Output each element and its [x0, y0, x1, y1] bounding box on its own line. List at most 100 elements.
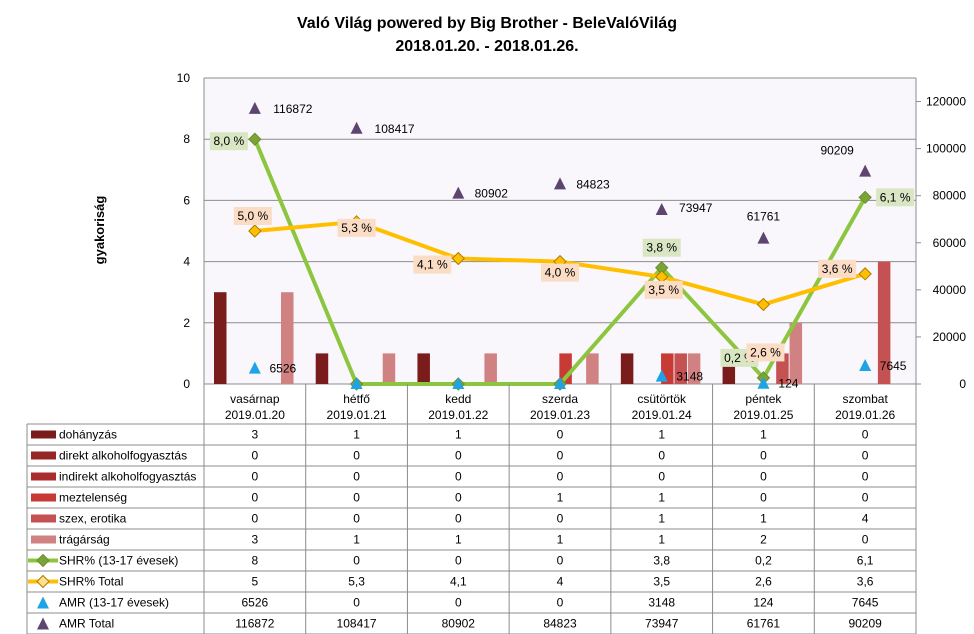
- table-cell: 0: [658, 449, 665, 463]
- legend-key-bar: [31, 472, 56, 481]
- table-cell: 0: [353, 449, 360, 463]
- category-date: 2019.01.26: [835, 408, 895, 422]
- category-date: 2019.01.23: [530, 408, 590, 422]
- table-cell: 4: [557, 575, 564, 589]
- table-cell: 0: [557, 512, 564, 526]
- legend-label: dohányzás: [59, 428, 117, 442]
- legend-label: meztelenség: [59, 491, 127, 505]
- plot-area: [204, 78, 916, 384]
- category-label: kedd: [445, 392, 471, 406]
- table-cell: 0: [760, 449, 767, 463]
- legend-key-bar: [31, 451, 56, 460]
- data-label: 3,6 %: [822, 262, 853, 276]
- bar: [674, 353, 687, 384]
- data-label: 116872: [273, 102, 312, 116]
- y-tick-label: 2: [183, 316, 190, 330]
- category-label: vasárnap: [230, 392, 280, 406]
- table-cell: 0: [455, 596, 462, 610]
- data-label: 5,0 %: [238, 209, 269, 223]
- diamond-marker: [36, 574, 50, 589]
- y-tick-label: 0: [183, 377, 190, 391]
- y-tick-label: 4: [183, 255, 190, 269]
- table-cell: 5,3: [348, 575, 365, 589]
- y2-tick-label: 0: [959, 377, 966, 391]
- bar: [417, 353, 430, 384]
- table-cell: 1: [658, 512, 665, 526]
- table-cell: 3: [252, 428, 259, 442]
- triangle-marker: [554, 177, 566, 190]
- table-cell: 0: [862, 470, 869, 484]
- legend-label: SHR% (13-17 évesek): [59, 554, 178, 568]
- category-date: 2019.01.21: [327, 408, 387, 422]
- table-cell: 116872: [235, 617, 274, 631]
- category-label: hétfő: [343, 392, 370, 406]
- data-label: 90209: [820, 144, 854, 158]
- category-date: 2019.01.25: [733, 408, 793, 422]
- table-cell: 0: [862, 449, 869, 463]
- bar: [687, 353, 701, 384]
- y2-tick-label: 100000: [926, 142, 966, 156]
- data-label-box: [337, 218, 376, 237]
- table-cell: 0: [557, 554, 564, 568]
- data-label: 84823: [576, 177, 610, 191]
- y2-tick-label: 80000: [933, 189, 967, 203]
- legend-label: szex, erotika: [59, 512, 127, 526]
- table-cell: 0: [862, 428, 869, 442]
- table-cell: 6,1: [857, 554, 874, 568]
- legend-label: trágárság: [59, 533, 110, 547]
- table-cell: 0: [557, 470, 564, 484]
- data-label: 8,0 %: [214, 134, 245, 148]
- table-cell: 4: [862, 512, 869, 526]
- legend-label: SHR% Total: [59, 575, 123, 589]
- table-cell: 1: [455, 533, 462, 547]
- table-cell: 0: [862, 533, 869, 547]
- y-tick-label: 6: [183, 193, 190, 207]
- category-label: péntek: [745, 392, 782, 406]
- category-date: 2019.01.20: [225, 408, 285, 422]
- data-label: 6,1 %: [880, 190, 911, 204]
- data-label-box: [209, 132, 248, 151]
- data-label: 7645: [880, 359, 907, 373]
- legend-key-bar: [31, 535, 56, 544]
- bar: [586, 353, 599, 384]
- diamond-marker: [248, 224, 262, 238]
- legend-label: direkt alkoholfogyasztás: [59, 449, 187, 463]
- y2-tick-label: 40000: [933, 283, 967, 297]
- table-cell: 8: [252, 554, 259, 568]
- table-cell: 0: [353, 512, 360, 526]
- data-table: vasárnap 2019.01.20 hétfő 2019.01.21 kedd 201…: [26, 384, 917, 634]
- table-cell: 3,6: [857, 575, 874, 589]
- markers: [248, 101, 872, 391]
- y2-tick-label: 120000: [926, 95, 966, 109]
- table-cell: 1: [353, 533, 360, 547]
- y-axis-label: gyakoriság: [92, 196, 107, 265]
- legend-label: indirekt alkoholfogyasztás: [59, 470, 196, 484]
- table-cell: 1: [557, 533, 564, 547]
- bar: [382, 353, 396, 384]
- chart-subtitle: 2018.01.20. - 2018.01.26.: [395, 38, 578, 55]
- data-label-box: [642, 238, 681, 257]
- data-label-box: [644, 280, 683, 299]
- data-label: 2,6 %: [750, 345, 781, 359]
- table-cell: 0: [557, 428, 564, 442]
- legend-key-bar: [31, 493, 56, 502]
- table-cell: 0: [455, 470, 462, 484]
- data-label-box: [541, 263, 579, 282]
- table-cell: 1: [760, 512, 767, 526]
- y2-tick-label: 20000: [933, 330, 967, 344]
- table-cell: 0: [353, 596, 360, 610]
- diamond-marker: [858, 190, 872, 205]
- triangle-marker: [452, 186, 465, 199]
- bar: [484, 353, 497, 384]
- table-cell: 0: [557, 596, 564, 610]
- table-cell: 0: [455, 512, 462, 526]
- triangle-marker: [859, 164, 872, 177]
- table-cell: 0: [658, 470, 665, 484]
- diamond-marker: [36, 553, 50, 568]
- table-cell: 7645: [852, 596, 879, 610]
- data-label: 6526: [270, 362, 297, 376]
- table-cell: 1: [455, 428, 462, 442]
- table-cell: 90209: [848, 617, 882, 631]
- table-cell: 0: [252, 512, 259, 526]
